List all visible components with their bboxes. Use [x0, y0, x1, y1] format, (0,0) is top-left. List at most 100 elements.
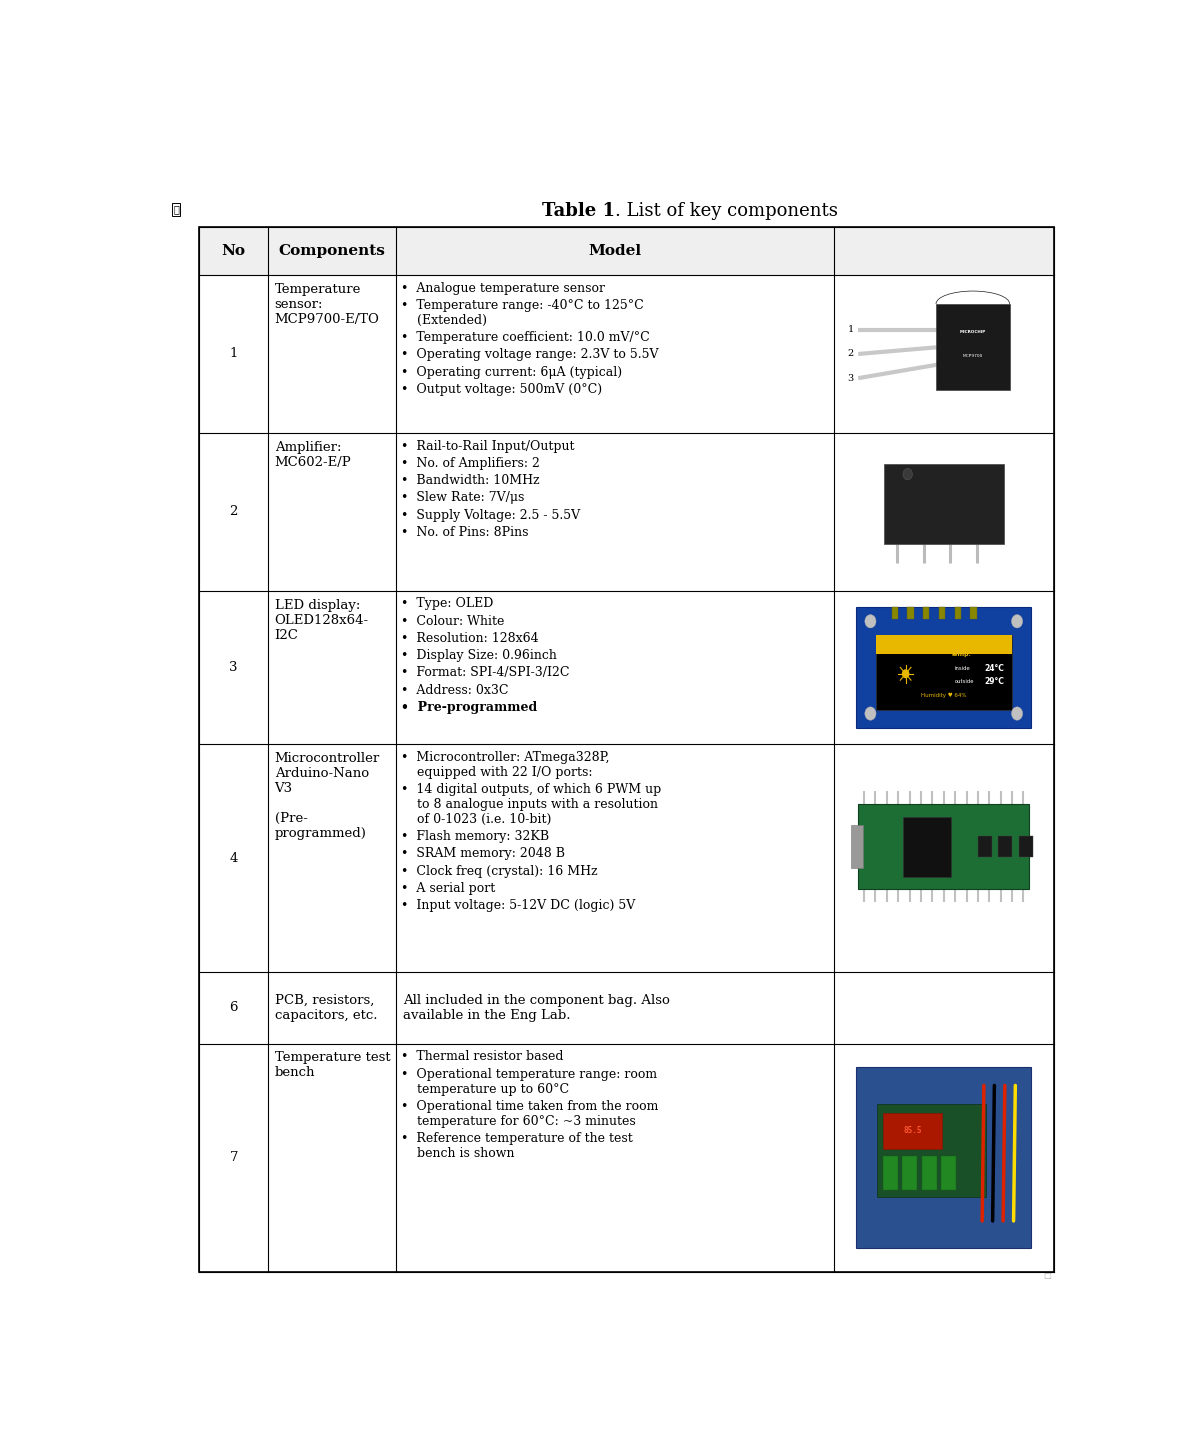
Text: All included in the component bag. Also
available in the Eng Lab.: All included in the component bag. Also … [403, 993, 670, 1022]
Bar [954, 606, 961, 619]
Text: of 0-1023 (i.e. 10-bit): of 0-1023 (i.e. 10-bit) [401, 813, 552, 826]
Text: 6: 6 [229, 1002, 238, 1015]
Text: •  Type: OLED: • Type: OLED [401, 598, 493, 611]
Bar [876, 635, 1012, 654]
Bar [936, 305, 1009, 390]
Bar [938, 606, 946, 619]
Text: temperature up to 60°C: temperature up to 60°C [401, 1083, 569, 1096]
Circle shape [902, 468, 912, 479]
Text: 7: 7 [229, 1151, 238, 1164]
Text: •  Address: 0x3C: • Address: 0x3C [401, 683, 509, 696]
Text: •  Clock freq (crystal): 16 MHz: • Clock freq (crystal): 16 MHz [401, 865, 598, 878]
Text: •  Format: SPI-4/SPI-3/I2C: • Format: SPI-4/SPI-3/I2C [401, 666, 570, 679]
Text: ⭢: ⭢ [173, 205, 179, 214]
Text: to 8 analogue inputs with a resolution: to 8 analogue inputs with a resolution [401, 799, 658, 812]
Text: LED display:
OLED128x64-
I2C: LED display: OLED128x64- I2C [275, 599, 368, 641]
Bar [877, 1103, 985, 1197]
Bar [858, 804, 1030, 890]
Text: MICROCHIP: MICROCHIP [960, 329, 986, 334]
Text: •  Flash memory: 32KB: • Flash memory: 32KB [401, 830, 550, 843]
Text: •  Output voltage: 500mV (0°C): • Output voltage: 500mV (0°C) [401, 383, 602, 396]
Bar [941, 1157, 956, 1190]
Bar [876, 635, 1012, 710]
Bar [883, 464, 1004, 544]
Text: •  Display Size: 0.96inch: • Display Size: 0.96inch [401, 650, 557, 663]
Bar [857, 606, 1031, 728]
Text: inside: inside [955, 666, 971, 671]
Text: Model: Model [588, 244, 642, 258]
Text: 1: 1 [847, 325, 853, 335]
Text: •  Reference temperature of the test: • Reference temperature of the test [401, 1132, 632, 1145]
Text: •  Slew Rate: 7V/μs: • Slew Rate: 7V/μs [401, 491, 524, 504]
Text: equipped with 22 I/O ports:: equipped with 22 I/O ports: [401, 765, 593, 778]
Text: 2: 2 [847, 349, 853, 358]
Text: Amplifier:
MC602-E/P: Amplifier: MC602-E/P [275, 440, 352, 469]
Circle shape [1012, 615, 1022, 628]
Text: 29°C: 29°C [984, 677, 1004, 686]
Text: •  No. of Amplifiers: 2: • No. of Amplifiers: 2 [401, 456, 540, 469]
Bar [883, 1157, 898, 1190]
Text: •  Rail-to-Rail Input/Output: • Rail-to-Rail Input/Output [401, 439, 575, 452]
Text: •  Pre-programmed: • Pre-programmed [401, 700, 538, 713]
Text: Temp.: Temp. [949, 653, 971, 657]
Text: Temperature test
bench: Temperature test bench [275, 1051, 390, 1080]
Text: •  Operational time taken from the room: • Operational time taken from the room [401, 1100, 659, 1113]
Text: •  Temperature coefficient: 10.0 mV/°C: • Temperature coefficient: 10.0 mV/°C [401, 331, 650, 344]
Bar [883, 1113, 942, 1148]
Text: 85.5: 85.5 [904, 1126, 922, 1135]
Text: temperature for 60°C: ~3 minutes: temperature for 60°C: ~3 minutes [401, 1115, 636, 1128]
Text: •  Thermal resistor based: • Thermal resistor based [401, 1050, 564, 1063]
Text: 2: 2 [229, 505, 238, 518]
Text: □: □ [1044, 1271, 1051, 1279]
Text: Components: Components [278, 244, 385, 258]
Text: •  Operating voltage range: 2.3V to 5.5V: • Operating voltage range: 2.3V to 5.5V [401, 348, 659, 361]
Text: PCB, resistors,
capacitors, etc.: PCB, resistors, capacitors, etc. [275, 993, 377, 1022]
Text: •  Analogue temperature sensor: • Analogue temperature sensor [401, 282, 605, 295]
Text: 3: 3 [847, 374, 853, 383]
Bar [1019, 836, 1032, 856]
Text: bench is shown: bench is shown [401, 1147, 515, 1160]
Text: •  A serial port: • A serial port [401, 882, 496, 895]
Bar [922, 1157, 937, 1190]
Bar [971, 606, 977, 619]
Text: 1: 1 [229, 348, 238, 361]
Text: outside: outside [955, 679, 974, 684]
Bar [902, 817, 950, 877]
Bar [923, 606, 930, 619]
Text: •  Colour: White: • Colour: White [401, 615, 504, 628]
Circle shape [865, 708, 876, 721]
Text: MCP9700: MCP9700 [962, 354, 983, 358]
Text: •  Microcontroller: ATmega328P,: • Microcontroller: ATmega328P, [401, 751, 610, 764]
Bar [998, 836, 1012, 856]
Circle shape [865, 615, 876, 628]
Bar [907, 606, 913, 619]
Bar [902, 1157, 918, 1190]
Text: 24°C: 24°C [984, 664, 1004, 673]
Text: Microcontroller
Arduino-Nano
V3

(Pre-
programmed): Microcontroller Arduino-Nano V3 (Pre- pr… [275, 752, 380, 840]
Text: •  Bandwidth: 10MHz: • Bandwidth: 10MHz [401, 474, 540, 487]
Text: Humidity ♥ 64%: Humidity ♥ 64% [922, 692, 966, 697]
Circle shape [902, 669, 910, 679]
Text: . List of key components: . List of key components [616, 202, 838, 219]
Text: 3: 3 [229, 661, 238, 674]
Bar [857, 1067, 1031, 1248]
Circle shape [1012, 708, 1022, 721]
Text: •  Temperature range: -40°C to 125°C: • Temperature range: -40°C to 125°C [401, 299, 644, 312]
Bar [851, 826, 863, 868]
Bar [892, 606, 898, 619]
Bar [978, 836, 991, 856]
Text: •  Input voltage: 5-12V DC (logic) 5V: • Input voltage: 5-12V DC (logic) 5V [401, 900, 635, 913]
Text: 4: 4 [229, 852, 238, 865]
Text: •  SRAM memory: 2048 B: • SRAM memory: 2048 B [401, 848, 565, 861]
Text: Table 1: Table 1 [542, 202, 616, 219]
Text: •  Supply Voltage: 2.5 - 5.5V: • Supply Voltage: 2.5 - 5.5V [401, 508, 581, 521]
Text: (Extended): (Extended) [401, 313, 487, 326]
Text: •  Operational temperature range: room: • Operational temperature range: room [401, 1067, 658, 1080]
Text: Temperature
sensor:
MCP9700-E/TO: Temperature sensor: MCP9700-E/TO [275, 283, 379, 326]
Text: •  14 digital outputs, of which 6 PWM up: • 14 digital outputs, of which 6 PWM up [401, 783, 661, 796]
Text: •  Resolution: 128x64: • Resolution: 128x64 [401, 632, 539, 645]
Text: •  No. of Pins: 8Pins: • No. of Pins: 8Pins [401, 526, 529, 539]
Text: •  Operating current: 6μA (typical): • Operating current: 6μA (typical) [401, 365, 623, 378]
Bar [199, 227, 1054, 274]
Text: No: No [222, 244, 246, 258]
